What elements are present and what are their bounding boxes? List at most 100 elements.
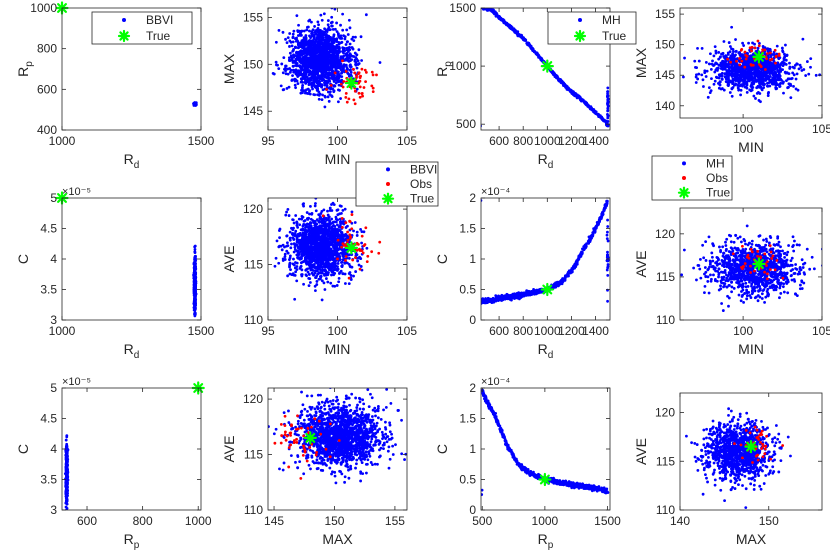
point-mh [756, 85, 760, 89]
point-bbvi [331, 87, 335, 91]
point-obs [371, 86, 375, 90]
point-bbvi [354, 35, 357, 39]
point-bbvi [284, 37, 287, 41]
point-bbvi [332, 84, 336, 88]
point-mh [726, 70, 730, 74]
point-mh [750, 86, 754, 89]
point-mh [796, 62, 799, 66]
point-mh [788, 67, 792, 70]
point-bbvi [298, 53, 302, 57]
point-mh [782, 61, 786, 65]
point-mh [606, 108, 610, 112]
point-bbvi [314, 198, 318, 200]
legend-marker-mh [578, 18, 582, 22]
point-bbvi [327, 99, 331, 103]
point-bbvi [275, 239, 279, 243]
point-bbvi [305, 28, 309, 32]
point-bbvi [304, 36, 307, 40]
point-bbvi [350, 210, 354, 214]
point-bbvi [297, 64, 301, 68]
point-mh [792, 66, 796, 70]
point-mh [730, 94, 734, 98]
point-mh [700, 46, 704, 50]
point-obs [761, 48, 764, 52]
point-bbvi [311, 63, 315, 67]
point-bbvi [359, 227, 362, 231]
point-bbvi [300, 268, 304, 272]
x-axis-label: MIN [738, 139, 764, 155]
point-obs [375, 73, 378, 77]
point-mh [721, 59, 724, 63]
point-bbvi [334, 67, 338, 71]
point-bbvi [318, 47, 322, 51]
point-bbvi [299, 72, 303, 75]
point-mh [723, 61, 727, 65]
point-bbvi [293, 245, 297, 249]
point-mh [774, 78, 778, 82]
point-bbvi [343, 58, 347, 62]
x-tick-label: 1500 [188, 134, 215, 148]
point-mh [742, 61, 746, 65]
point-bbvi [325, 81, 328, 85]
point-bbvi [319, 62, 323, 66]
point-bbvi [277, 28, 281, 32]
point-bbvi [330, 63, 334, 66]
point-bbvi [337, 83, 341, 87]
point-bbvi [289, 68, 293, 72]
point-mh [751, 66, 755, 69]
point-mh [759, 81, 763, 85]
point-mh [525, 41, 529, 45]
scatter-points [481, 8, 610, 128]
point-mh [758, 42, 761, 45]
point-bbvi [331, 40, 335, 44]
point-bbvi [285, 210, 288, 214]
point-mh [696, 46, 699, 50]
point-bbvi [345, 46, 349, 50]
point-bbvi [333, 8, 337, 11]
point-mh [727, 81, 730, 85]
point-bbvi [325, 71, 329, 75]
point-mh [780, 61, 784, 65]
point-bbvi [295, 51, 298, 55]
point-mh [770, 62, 773, 66]
point-bbvi [354, 56, 358, 59]
point-bbvi [291, 262, 295, 266]
scatter-points [273, 198, 382, 302]
point-mh [724, 64, 728, 67]
y-tick-label: 4.5 [40, 222, 57, 236]
x-tick-label: 105 [397, 134, 417, 148]
point-obs [352, 98, 356, 102]
point-bbvi [349, 68, 352, 72]
point-bbvi [193, 245, 197, 249]
point-mh [733, 54, 736, 58]
point-obs [750, 49, 753, 53]
point-mh [700, 73, 704, 77]
point-mh [782, 91, 785, 95]
point-mh [741, 41, 744, 45]
point-bbvi [306, 50, 309, 54]
point-bbvi [288, 51, 292, 55]
point-mh [767, 66, 771, 70]
point-bbvi [325, 35, 329, 39]
point-bbvi [295, 14, 299, 18]
point-mh [496, 15, 500, 19]
point-bbvi [288, 59, 291, 63]
point-obs [360, 92, 364, 95]
point-bbvi [313, 25, 316, 28]
point-mh [601, 118, 604, 122]
point-bbvi [349, 58, 353, 62]
point-obs [325, 87, 328, 91]
point-bbvi [193, 255, 197, 259]
point-bbvi [305, 68, 309, 72]
point-obs [370, 84, 374, 88]
point-bbvi [297, 70, 301, 73]
legend-true-marker [117, 29, 131, 43]
point-mh [727, 41, 731, 44]
y-tick-label: 3 [50, 313, 57, 327]
point-mh [731, 58, 735, 62]
point-bbvi [327, 39, 331, 43]
point-obs [743, 65, 747, 69]
point-mh [564, 84, 568, 88]
